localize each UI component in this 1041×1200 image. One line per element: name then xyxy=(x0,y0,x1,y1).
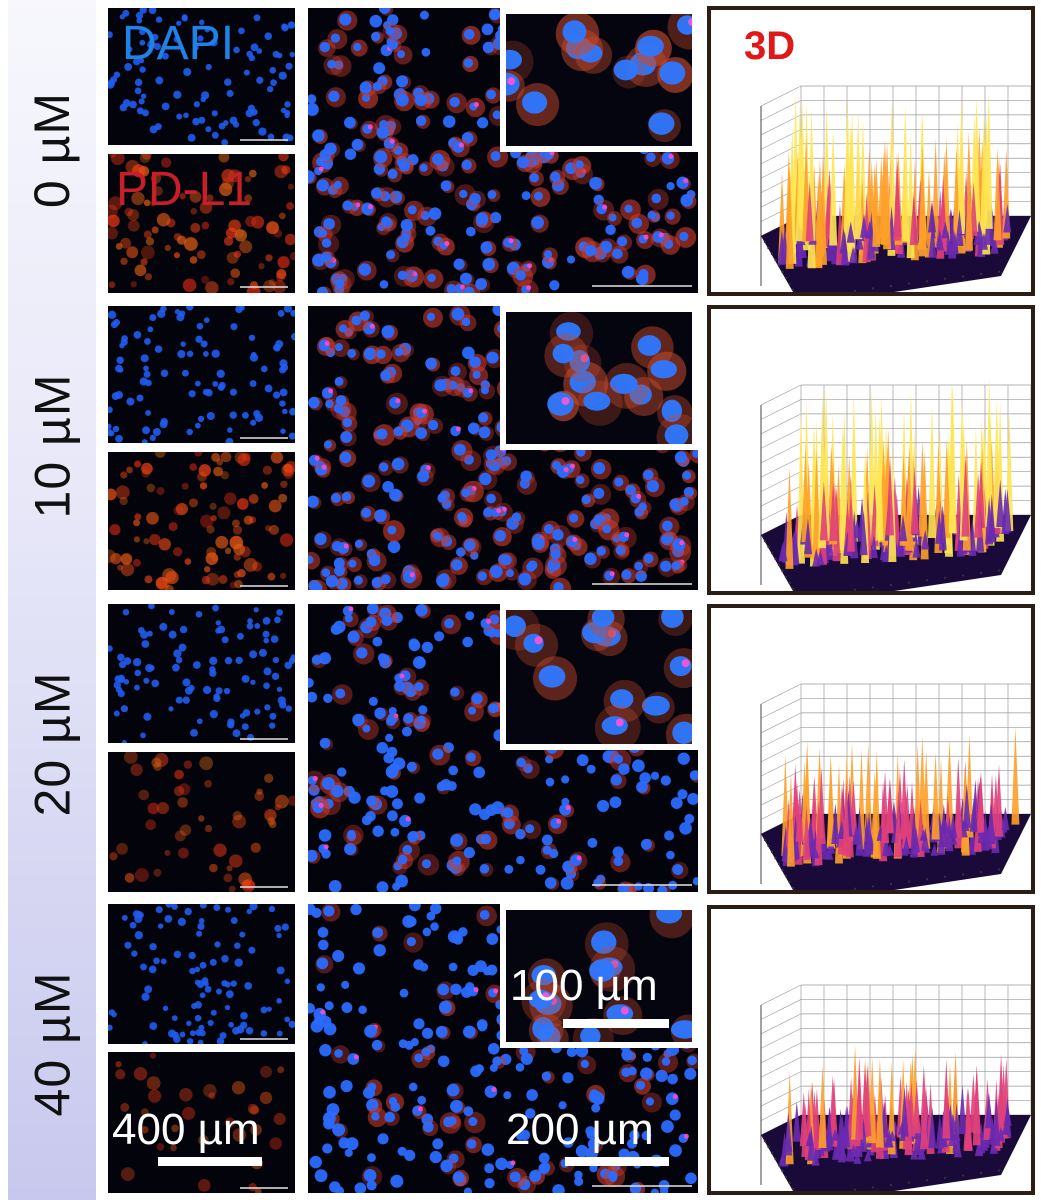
tiny-scale-bar xyxy=(240,286,288,288)
small-panel-scale-label: 400 µm xyxy=(112,1105,260,1154)
inset-scale-label: 100 µm xyxy=(510,961,658,1010)
tiny-scale-bar xyxy=(240,1187,288,1189)
concentration-label: 10 µM xyxy=(24,373,80,519)
tiny-scale-bar xyxy=(240,139,288,141)
dapi-image xyxy=(108,604,295,743)
zoom-inset xyxy=(500,306,698,450)
tiny-scale-bar xyxy=(240,1038,288,1040)
concentration-label: 40 µM xyxy=(24,971,80,1117)
surface-plot-frame xyxy=(707,6,1035,296)
pdl1-channel-label: PD-L1 xyxy=(116,163,253,216)
dapi-image xyxy=(108,306,295,443)
tiny-scale-bar xyxy=(592,583,692,585)
row-label-1: 10 µM xyxy=(8,306,96,586)
surface-plot-title: 3D xyxy=(744,24,796,68)
concentration-label: 20 µM xyxy=(24,671,80,817)
zoom-inset xyxy=(500,604,698,750)
dapi-image xyxy=(108,8,295,145)
small-panel-scale-bar xyxy=(158,1157,262,1166)
row-label-3: 40 µM xyxy=(8,904,96,1184)
dapi-channel-label: DAPI xyxy=(122,17,235,70)
surface-plot-frame xyxy=(707,905,1035,1195)
tiny-scale-bar xyxy=(592,1185,692,1187)
tiny-scale-bar xyxy=(240,738,288,740)
surface-plot-frame xyxy=(707,604,1035,894)
pdl1-image xyxy=(108,1052,295,1193)
tiny-scale-bar xyxy=(240,437,288,439)
inset-scale-bar xyxy=(563,1019,669,1028)
dapi-image xyxy=(108,904,295,1044)
row-label-0: 0 µM xyxy=(8,10,96,290)
pdl1-image xyxy=(108,752,295,892)
tiny-scale-bar xyxy=(592,884,692,886)
concentration-label: 0 µM xyxy=(24,91,81,209)
pdl1-image xyxy=(108,154,295,293)
tiny-scale-bar xyxy=(592,285,692,287)
tiny-scale-bar xyxy=(240,886,288,888)
row-label-sidebar xyxy=(8,0,96,1200)
pdl1-image xyxy=(108,452,295,590)
row-label-2: 20 µM xyxy=(8,604,96,884)
merge-scale-bar xyxy=(565,1157,669,1166)
zoom-inset xyxy=(500,8,698,152)
surface-plot-frame xyxy=(707,305,1035,595)
tiny-scale-bar xyxy=(240,585,288,587)
merge-scale-label: 200 µm xyxy=(506,1105,654,1154)
